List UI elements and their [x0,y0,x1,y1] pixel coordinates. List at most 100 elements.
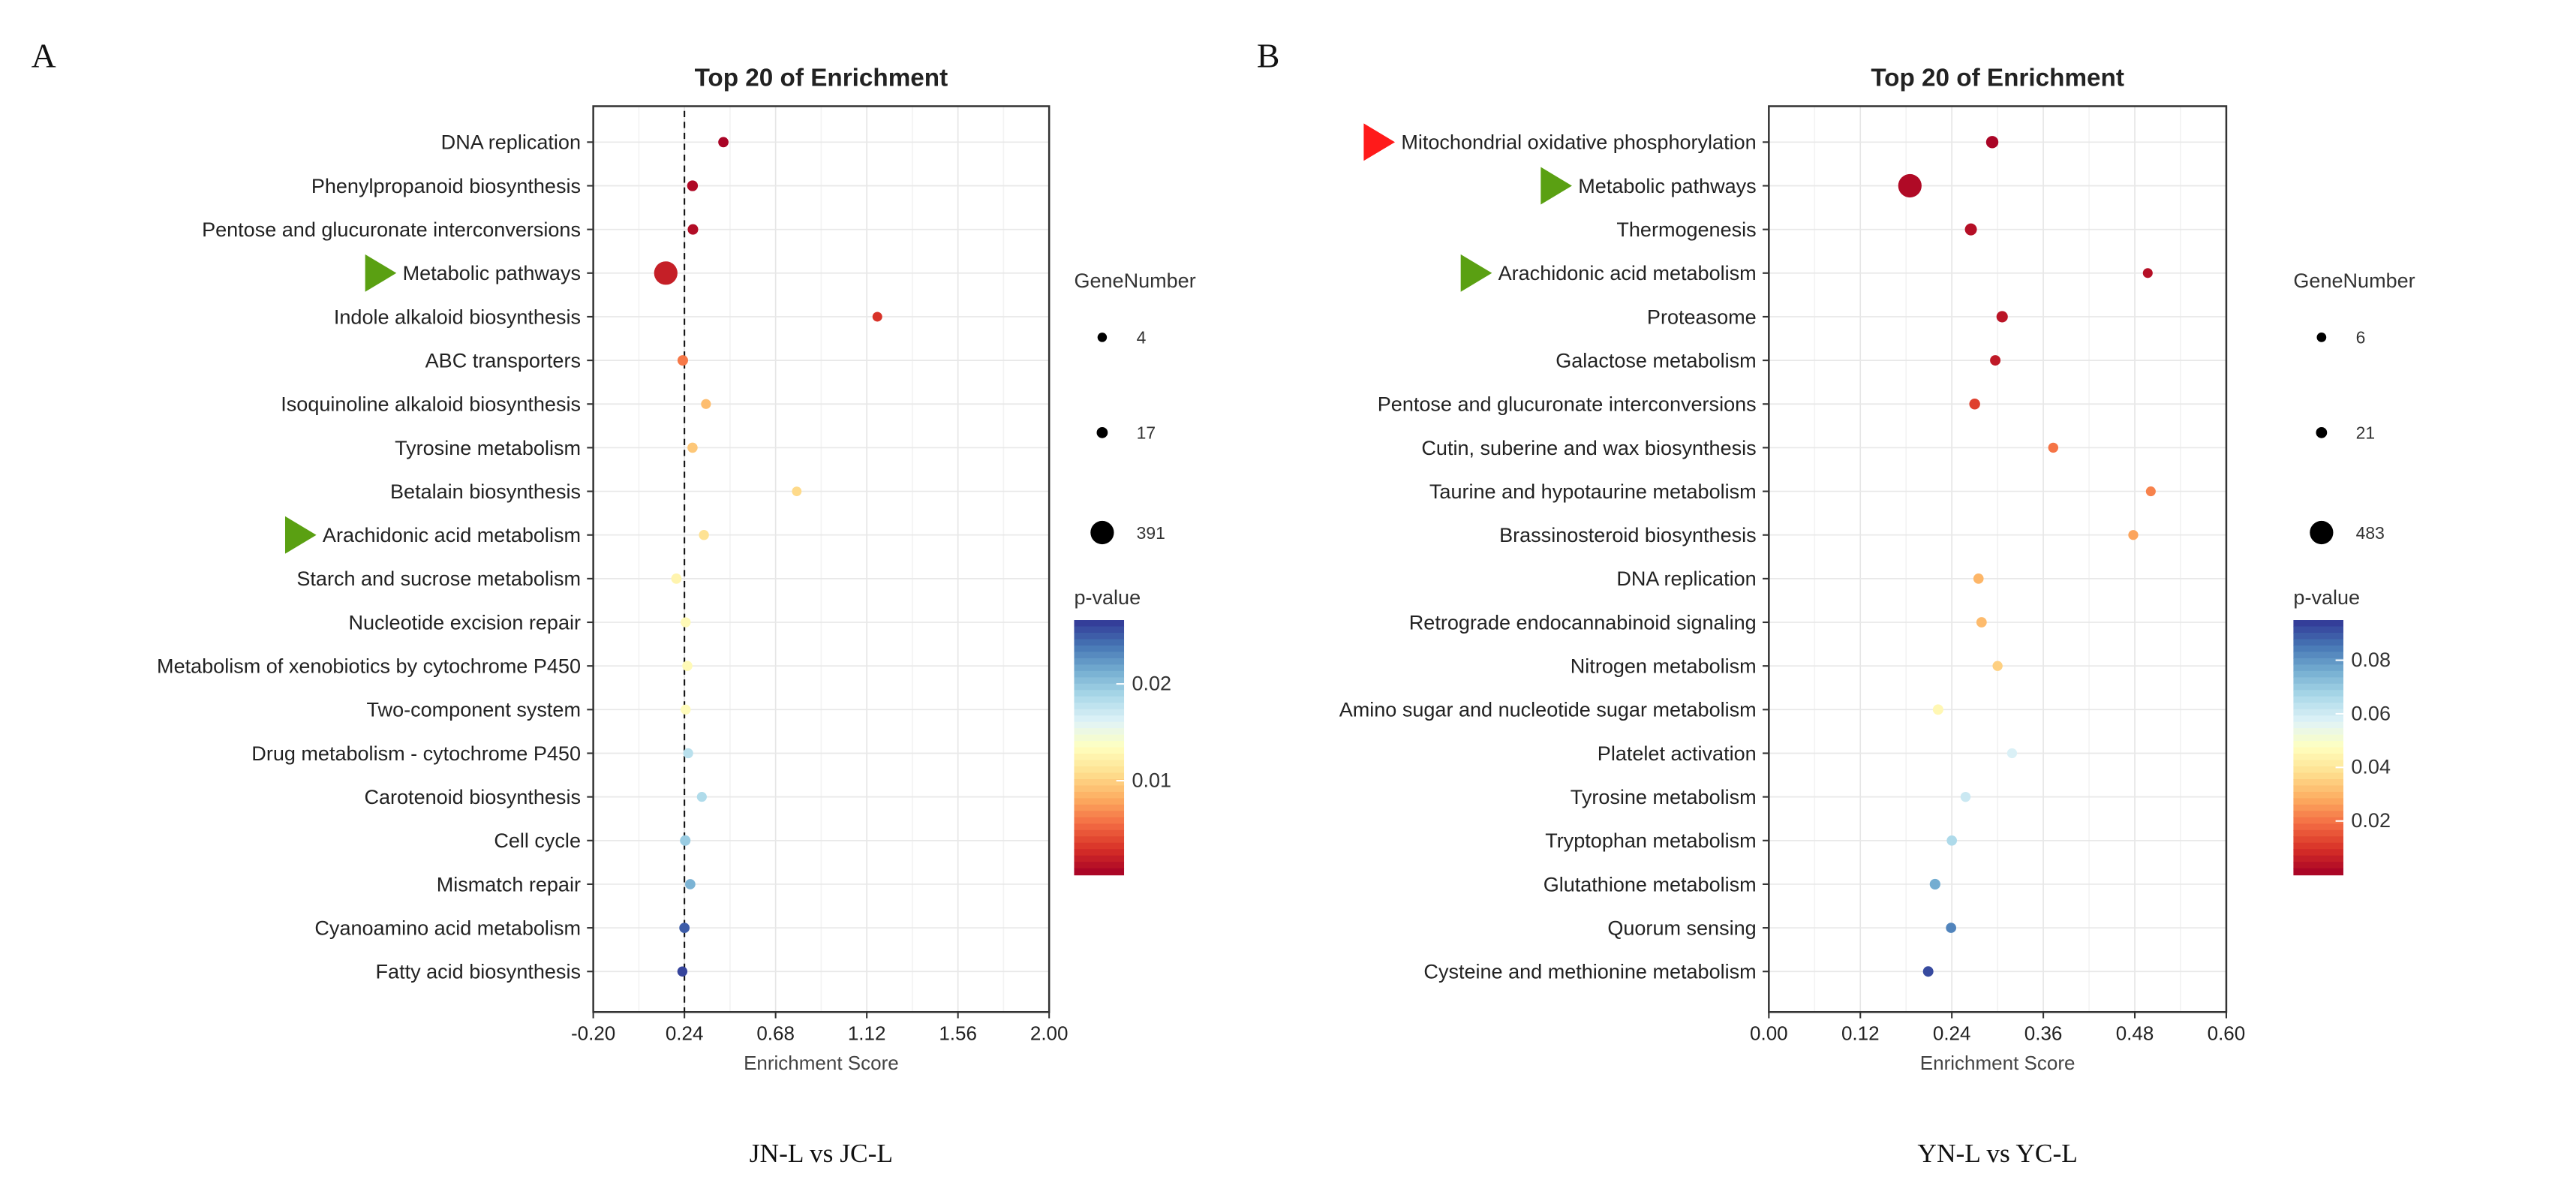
y-category-label: Glutathione metabolism [1543,873,1757,895]
data-point [1973,573,1984,584]
y-category-label: Arachidonic acid metabolism [1498,262,1757,284]
colorbar-segment [1074,842,1125,850]
colorbar-segment [2293,760,2343,768]
colorbar-segment [2293,670,2343,679]
size-legend-dot [1090,520,1114,545]
y-category-label: Tyrosine metabolism [395,437,581,459]
colorbar-segment [2293,811,2343,818]
x-tick-label: 0.60 [2208,1022,2246,1045]
chart-title: Top 20 of Enrichment [695,64,948,92]
x-axis-title: Enrichment Score [744,1052,899,1074]
colorbar-segment [1074,798,1125,805]
colorbar-segment [1074,772,1125,781]
colorbar-segment [1074,817,1125,825]
size-legend-title: GeneNumber [2293,269,2415,292]
colorbar-segment [1074,804,1125,812]
y-category-label: Cysteine and methionine metabolism [1423,961,1756,983]
y-category-label: ABC transporters [425,349,581,372]
colorbar-segment [1074,823,1125,831]
size-legend-dot [2316,426,2328,438]
highlight-triangle-marker [1540,167,1572,205]
data-point [2128,530,2139,540]
y-category-label: Carotenoid biosynthesis [364,786,581,808]
data-point [2006,748,2018,759]
data-point [1964,223,1977,236]
data-point [681,617,691,628]
y-category-label: Arachidonic acid metabolism [323,524,581,546]
colorbar-segment [2293,785,2343,793]
data-point [1922,966,1934,977]
data-point [687,224,699,235]
data-point [677,966,688,977]
colorbar-segment [1074,760,1125,768]
colorbar-segment [2293,772,2343,781]
colorbar-segment [1074,721,1125,730]
data-point [680,835,691,846]
data-point [1992,661,2003,671]
x-tick-label: 0.00 [1750,1022,1788,1045]
colorbar-segment [1074,734,1125,742]
y-category-label: Indole alkaloid biosynthesis [334,306,581,328]
colorbar-segment [2293,791,2343,799]
x-tick-label: 0.36 [2024,1022,2063,1045]
highlight-triangle-marker [1460,254,1492,292]
colorbar-segment [2293,632,2343,640]
y-category-label: Metabolic pathways [1578,175,1756,197]
colorbar-segment [1074,652,1125,659]
size-legend-label: 483 [2356,523,2385,543]
colorbar-segment [2293,868,2343,876]
y-category-label: Phenylpropanoid biosynthesis [311,175,581,197]
colorbar-tick-label: 0.02 [1132,672,1171,694]
colorbar-segment [1074,639,1125,646]
data-point [685,879,696,889]
y-category-label: Galactose metabolism [1556,349,1756,372]
size-legend-title: GeneNumber [1074,269,1195,292]
x-tick-label: 0.24 [666,1022,704,1045]
colorbar-segment [1074,747,1125,755]
colorbar-segment [2293,728,2343,736]
colorbar-segment [2293,626,2343,634]
x-axis-title: Enrichment Score [1920,1052,2076,1074]
y-category-label: Cyanoamino acid metabolism [314,917,581,939]
colorbar-segment [2293,658,2343,666]
colorbar-segment [2293,741,2343,748]
colorbar-segment [1074,766,1125,774]
y-category-label: Brassinosteroid biosynthesis [1499,524,1757,546]
colorbar-segment [2293,823,2343,831]
panel-label: A [32,36,56,74]
y-category-label: Thermogenesis [1616,218,1756,241]
highlight-triangle-marker [1363,123,1396,161]
chart-title: Top 20 of Enrichment [1871,64,2124,92]
data-point [696,792,707,802]
colorbar-segment [1074,664,1125,672]
color-legend-title: p-value [1074,586,1141,609]
colorbar-segment [2293,645,2343,653]
colorbar-segment [2293,677,2343,685]
size-legend-label: 391 [1137,523,1165,543]
data-point [1946,835,1958,846]
colorbar-segment [2293,696,2343,704]
data-point [1929,878,1940,890]
size-legend-dot [2316,333,2327,342]
y-category-label: Quorum sensing [1607,917,1756,939]
colorbar-segment [2293,721,2343,730]
y-category-label: Amino sugar and nucleotide sugar metabol… [1339,699,1757,721]
data-point [872,312,882,322]
panel-caption: JN-L vs JC-L [750,1138,893,1168]
plot-frame [1768,105,2228,1013]
colorbar-segment [1074,849,1125,856]
data-point [2145,486,2156,497]
data-point [1946,923,1956,933]
colorbar-segment [2293,747,2343,755]
colorbar-segment [1074,626,1125,634]
colorbar-segment [1074,778,1125,787]
colorbar-segment [2293,620,2343,628]
colorbar-segment [2293,766,2343,774]
colorbar-segment [1074,658,1125,666]
x-tick-label: -0.20 [571,1022,615,1045]
colorbar-segment [1074,632,1125,640]
colorbar-segment [2293,664,2343,672]
data-point [687,442,698,453]
y-category-label: Taurine and hypotaurine metabolism [1429,480,1757,503]
colorbar-segment [2293,836,2343,844]
